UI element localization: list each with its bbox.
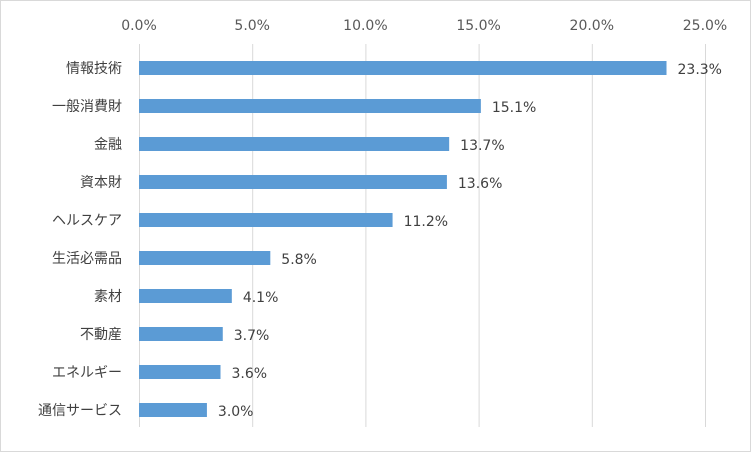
x-tick-label: 15.0% <box>456 18 500 34</box>
bar-2 <box>139 99 481 113</box>
data-label: 5.8% <box>281 252 317 268</box>
category-label: 素材 <box>94 289 122 305</box>
x-tick-label: 0.0% <box>121 18 157 34</box>
data-label: 4.1% <box>243 290 279 306</box>
category-label: 資本財 <box>80 175 122 191</box>
category-label: ヘルスケア <box>52 213 122 229</box>
category-label: 通信サービス <box>38 403 122 419</box>
data-label: 3.0% <box>218 404 254 420</box>
bar-6 <box>139 251 271 265</box>
data-labels: 23.3% 15.1% 13.7% 13.6% 11.2% 5.8% 4.1% 3.7% 3.6… <box>218 62 722 420</box>
bar-1 <box>139 61 667 75</box>
data-label: 3.7% <box>234 328 270 344</box>
data-label: 13.7% <box>460 138 504 154</box>
x-tick-label: 5.0% <box>234 18 270 34</box>
bar-5 <box>139 213 393 227</box>
bar-9 <box>139 365 221 379</box>
bar-3 <box>139 137 450 151</box>
data-label: 23.3% <box>678 62 722 78</box>
x-tick-label: 20.0% <box>570 18 614 34</box>
data-label: 13.6% <box>458 176 502 192</box>
category-label: 一般消費財 <box>52 99 122 115</box>
category-label: 情報技術 <box>66 61 122 77</box>
bar-10 <box>139 403 207 417</box>
bars <box>139 61 667 417</box>
category-label: 金融 <box>94 137 122 153</box>
data-label: 15.1% <box>492 100 536 116</box>
bar-8 <box>139 327 223 341</box>
bar-7 <box>139 289 232 303</box>
bar-4 <box>139 175 447 189</box>
x-tick-label: 25.0% <box>683 18 727 34</box>
x-tick-label: 10.0% <box>343 18 387 34</box>
category-label: 生活必需品 <box>52 251 122 267</box>
data-label: 3.6% <box>232 366 268 382</box>
x-tick-labels: 0.0% 5.0% 10.0% 15.0% 20.0% 25.0% <box>121 18 727 34</box>
category-label: 不動産 <box>80 327 122 343</box>
category-label: エネルギー <box>52 365 122 381</box>
data-label: 11.2% <box>404 214 448 230</box>
